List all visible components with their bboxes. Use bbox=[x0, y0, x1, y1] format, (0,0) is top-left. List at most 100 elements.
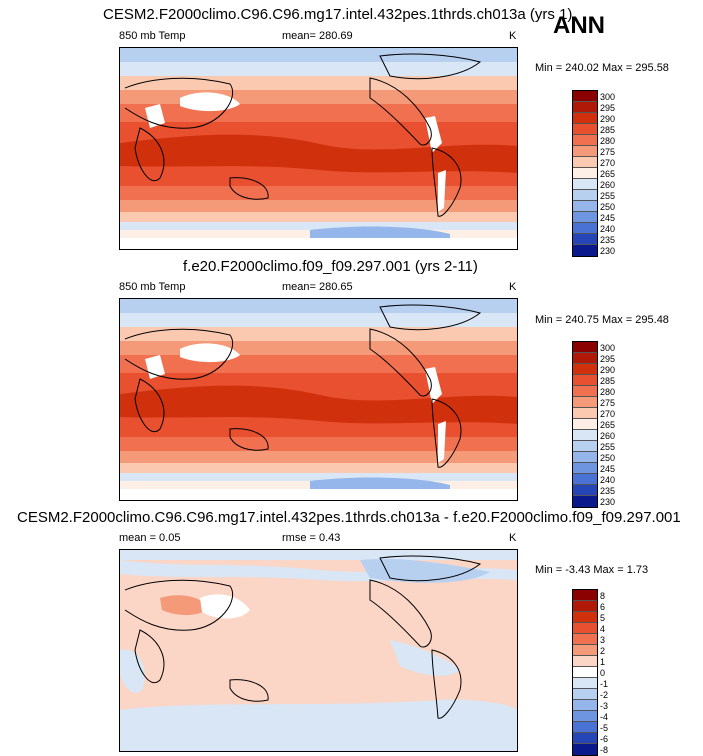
colorbar-swatch bbox=[573, 612, 597, 623]
panel-1-variable-label: 850 mb Temp bbox=[119, 30, 186, 42]
colorbar-label: 0 bbox=[600, 668, 606, 678]
colorbar-label: 8 bbox=[600, 591, 606, 601]
colorbar-swatch bbox=[573, 496, 597, 507]
panel-3-map bbox=[119, 549, 518, 752]
colorbar-label: -6 bbox=[600, 734, 609, 744]
colorbar-label: -4 bbox=[600, 712, 609, 722]
colorbar-label: -8 bbox=[600, 745, 609, 755]
colorbar-swatch bbox=[573, 234, 597, 245]
colorbar-label: 2 bbox=[600, 646, 606, 656]
colorbar-swatch bbox=[573, 645, 597, 656]
colorbar-label: -1 bbox=[600, 679, 609, 689]
colorbar-swatch bbox=[573, 179, 597, 190]
panel-1-colorbar bbox=[572, 90, 598, 257]
colorbar-swatch bbox=[573, 474, 597, 485]
colorbar-swatch bbox=[573, 124, 597, 135]
colorbar-label: 260 bbox=[600, 431, 616, 441]
panel-2-variable-label: 850 mb Temp bbox=[119, 281, 186, 293]
colorbar-swatch bbox=[573, 408, 597, 419]
colorbar-swatch bbox=[573, 667, 597, 678]
season-label: ANN bbox=[553, 12, 605, 39]
panel-2-map bbox=[119, 298, 518, 501]
panel-2-units-label: K bbox=[509, 281, 517, 293]
colorbar-label: -3 bbox=[600, 701, 609, 711]
panel-3-minmax-label: Min = -3.43 Max = 1.73 bbox=[535, 564, 649, 576]
colorbar-swatch bbox=[573, 146, 597, 157]
colorbar-label: 280 bbox=[600, 387, 616, 397]
colorbar-swatch bbox=[573, 364, 597, 375]
colorbar-label: 245 bbox=[600, 464, 616, 474]
colorbar-label: 245 bbox=[600, 213, 616, 223]
colorbar-label: 300 bbox=[600, 92, 616, 102]
panel-2-title: f.e20.F2000climo.f09_f09.297.001 (yrs 2-… bbox=[183, 258, 478, 275]
colorbar-label: 280 bbox=[600, 136, 616, 146]
colorbar-label: 230 bbox=[600, 246, 616, 256]
colorbar-swatch bbox=[573, 656, 597, 667]
colorbar-swatch bbox=[573, 102, 597, 113]
colorbar-swatch bbox=[573, 601, 597, 612]
colorbar-label: -2 bbox=[600, 690, 609, 700]
colorbar-swatch bbox=[573, 201, 597, 212]
colorbar-swatch bbox=[573, 223, 597, 234]
colorbar-swatch bbox=[573, 689, 597, 700]
panel-2-minmax-label: Min = 240.75 Max = 295.48 bbox=[535, 314, 669, 326]
panel-3-title: CESM2.F2000climo.C96.C96.mg17.intel.432p… bbox=[17, 509, 681, 526]
colorbar-label: -5 bbox=[600, 723, 609, 733]
colorbar-label: 250 bbox=[600, 453, 616, 463]
panel-3-units-label: K bbox=[509, 532, 517, 544]
colorbar-label: 295 bbox=[600, 354, 616, 364]
colorbar-label: 240 bbox=[600, 475, 616, 485]
colorbar-label: 4 bbox=[600, 624, 606, 634]
colorbar-swatch bbox=[573, 113, 597, 124]
colorbar-label: 295 bbox=[600, 103, 616, 113]
colorbar-label: 255 bbox=[600, 191, 616, 201]
colorbar-label: 5 bbox=[600, 613, 606, 623]
colorbar-swatch bbox=[573, 722, 597, 733]
panel-3-colorbar bbox=[572, 589, 598, 756]
colorbar-label: 265 bbox=[600, 420, 616, 430]
colorbar-swatch bbox=[573, 212, 597, 223]
colorbar-swatch bbox=[573, 397, 597, 408]
colorbar-label: 240 bbox=[600, 224, 616, 234]
colorbar-label: 300 bbox=[600, 343, 616, 353]
colorbar-swatch bbox=[573, 91, 597, 102]
colorbar-swatch bbox=[573, 190, 597, 201]
colorbar-label: 235 bbox=[600, 235, 616, 245]
colorbar-swatch bbox=[573, 157, 597, 168]
panel-1-minmax-label: Min = 240.02 Max = 295.58 bbox=[535, 62, 669, 74]
colorbar-swatch bbox=[573, 375, 597, 386]
colorbar-label: 3 bbox=[600, 635, 606, 645]
panel-3-rmse-label: rmse = 0.43 bbox=[282, 532, 341, 544]
panel-1-map bbox=[119, 47, 518, 250]
colorbar-swatch bbox=[573, 590, 597, 601]
colorbar-swatch bbox=[573, 430, 597, 441]
colorbar-label: 285 bbox=[600, 125, 616, 135]
panel-1-map-field bbox=[120, 48, 517, 249]
colorbar-swatch bbox=[573, 711, 597, 722]
panel-2-map-field bbox=[120, 299, 517, 500]
panel-3-mean-label: mean = 0.05 bbox=[119, 532, 181, 544]
colorbar-label: 275 bbox=[600, 398, 616, 408]
colorbar-swatch bbox=[573, 678, 597, 689]
colorbar-swatch bbox=[573, 168, 597, 179]
colorbar-swatch bbox=[573, 452, 597, 463]
colorbar-swatch bbox=[573, 623, 597, 634]
colorbar-swatch bbox=[573, 700, 597, 711]
colorbar-swatch bbox=[573, 485, 597, 496]
colorbar-label: 230 bbox=[600, 497, 616, 507]
colorbar-label: 250 bbox=[600, 202, 616, 212]
colorbar-swatch bbox=[573, 744, 597, 755]
colorbar-label: 1 bbox=[600, 657, 606, 667]
colorbar-label: 290 bbox=[600, 365, 616, 375]
colorbar-swatch bbox=[573, 463, 597, 474]
colorbar-label: 6 bbox=[600, 602, 606, 612]
colorbar-label: 275 bbox=[600, 147, 616, 157]
colorbar-swatch bbox=[573, 135, 597, 146]
panel-1-mean-label: mean= 280.69 bbox=[282, 30, 353, 42]
colorbar-label: 270 bbox=[600, 409, 616, 419]
colorbar-swatch bbox=[573, 386, 597, 397]
colorbar-swatch bbox=[573, 419, 597, 430]
colorbar-label: 265 bbox=[600, 169, 616, 179]
panel-1-units-label: K bbox=[509, 30, 517, 42]
colorbar-swatch bbox=[573, 342, 597, 353]
